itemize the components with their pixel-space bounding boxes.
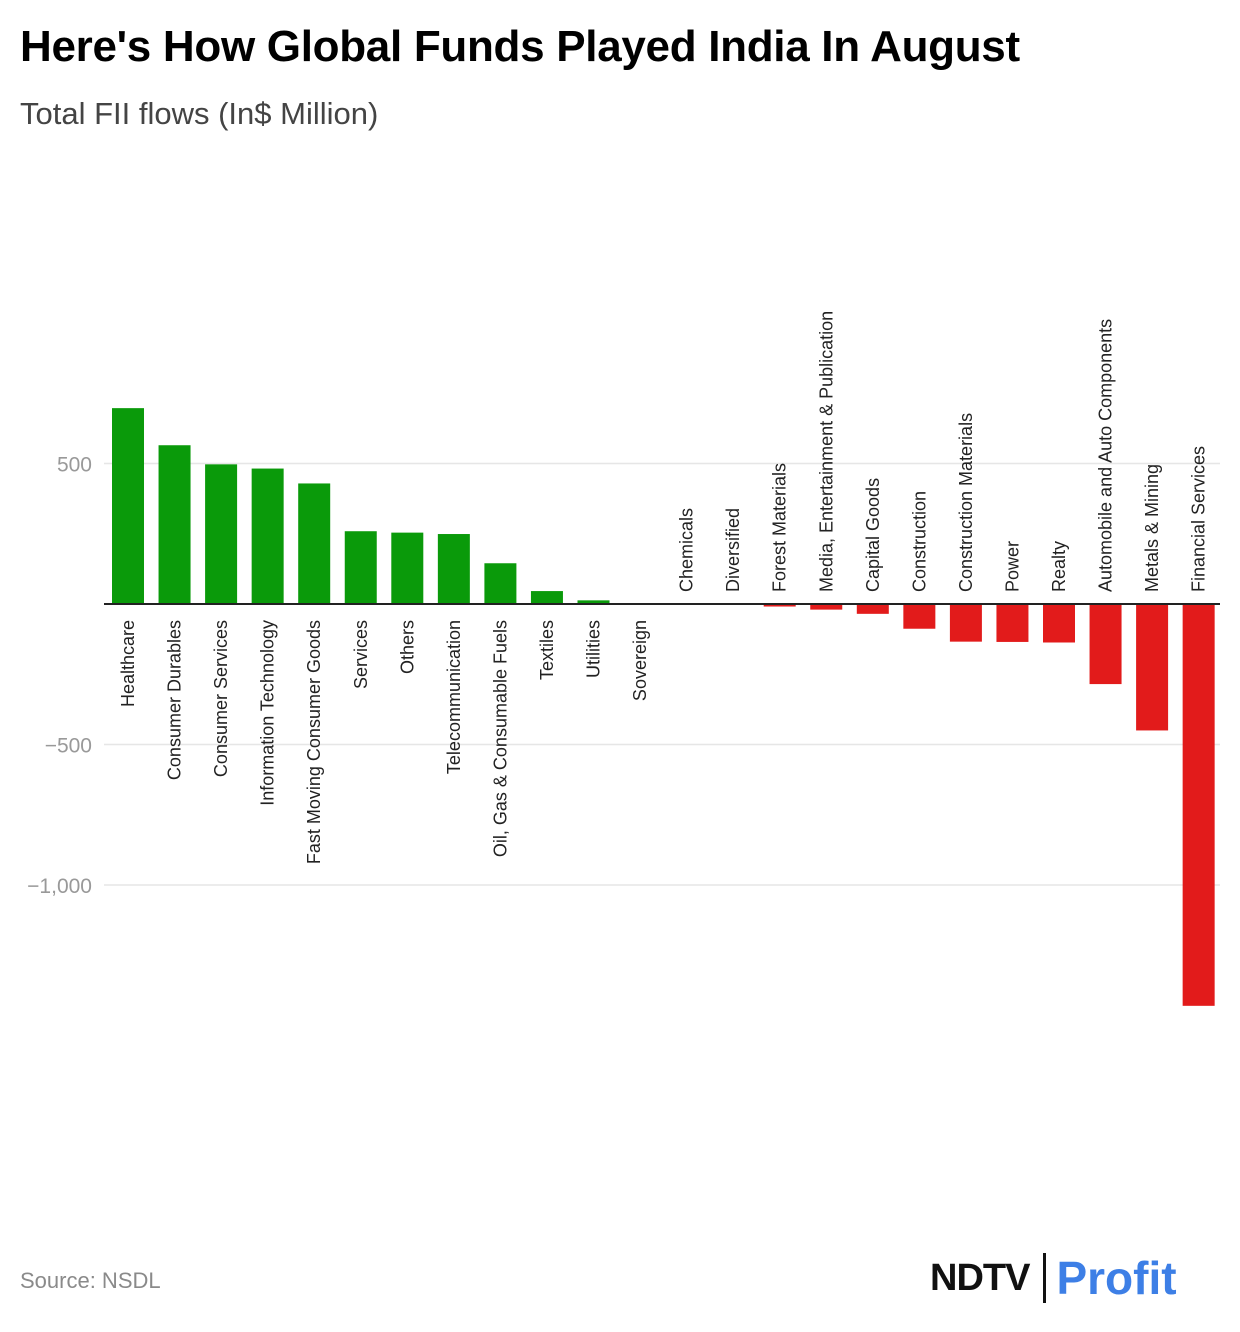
category-label: Forest Materials: [770, 463, 790, 592]
category-label: Others: [397, 620, 417, 674]
brand-divider: [1043, 1253, 1047, 1303]
bar: [1089, 604, 1122, 685]
category-label: Media, Entertainment & Publication: [816, 311, 836, 592]
bar: [763, 604, 796, 607]
brand-ndtv-wordmark: NDTV: [930, 1256, 1030, 1299]
bar: [391, 532, 424, 604]
category-label: Metals & Mining: [1142, 464, 1162, 592]
category-label: Automobile and Auto Components: [1096, 319, 1116, 592]
bar: [484, 563, 517, 604]
bar: [205, 464, 238, 604]
y-tick-label: 500: [57, 454, 92, 477]
chart-subtitle: Total FII flows (In$ Million): [20, 96, 379, 131]
bar: [856, 604, 889, 614]
category-label: Textiles: [537, 620, 557, 680]
y-tick-label: −500: [45, 735, 92, 758]
bar: [437, 534, 470, 604]
brand-logo: NDTV Profit: [930, 1250, 1177, 1306]
bar: [903, 604, 936, 629]
brand-profit-wordmark: Profit: [1056, 1252, 1177, 1304]
category-label: Diversified: [723, 508, 743, 592]
bar: [1182, 604, 1215, 1006]
category-label: Fast Moving Consumer Goods: [304, 620, 324, 864]
y-tick-label: −1,000: [27, 875, 92, 898]
bar: [344, 531, 377, 604]
bar: [1043, 604, 1075, 643]
category-label: Oil, Gas & Consumable Fuels: [490, 620, 510, 857]
source-note: Source: NSDL: [20, 1268, 161, 1293]
bar: [810, 604, 843, 610]
chart-title: Here's How Global Funds Played India In …: [20, 22, 1020, 71]
category-label: Utilities: [584, 620, 604, 678]
bar: [996, 604, 1029, 642]
category-label: Power: [1002, 541, 1022, 592]
category-label: Chemicals: [677, 508, 697, 592]
category-label: Telecommunication: [444, 620, 464, 774]
bar: [251, 468, 284, 604]
category-label: Consumer Services: [211, 620, 231, 777]
category-label: Consumer Durables: [165, 620, 185, 780]
category-label: Services: [351, 620, 371, 689]
bar: [949, 604, 982, 642]
bars: [112, 408, 1215, 1006]
bar: [298, 483, 331, 604]
category-label: Financial Services: [1189, 446, 1209, 592]
category-label: Realty: [1049, 541, 1069, 592]
bar: [530, 591, 563, 604]
bar: [112, 408, 144, 604]
y-axis-tick-labels: 500 −500 −1,000: [27, 454, 92, 899]
gridlines: [104, 462, 1220, 886]
category-label: Healthcare: [118, 620, 138, 707]
category-label: Construction Materials: [956, 413, 976, 592]
category-labels: Healthcare Consumer Durables Consumer Serv…: [118, 311, 1209, 864]
bar: [577, 600, 610, 604]
category-label: Information Technology: [258, 620, 278, 806]
bar: [158, 445, 191, 604]
category-label: Construction: [909, 491, 929, 592]
bar: [1136, 604, 1169, 731]
category-label: Sovereign: [630, 620, 650, 701]
bar-chart: 500 −500 −1,000 Healthcare Consumer Durable…: [27, 311, 1220, 1006]
category-label: Capital Goods: [863, 478, 883, 592]
